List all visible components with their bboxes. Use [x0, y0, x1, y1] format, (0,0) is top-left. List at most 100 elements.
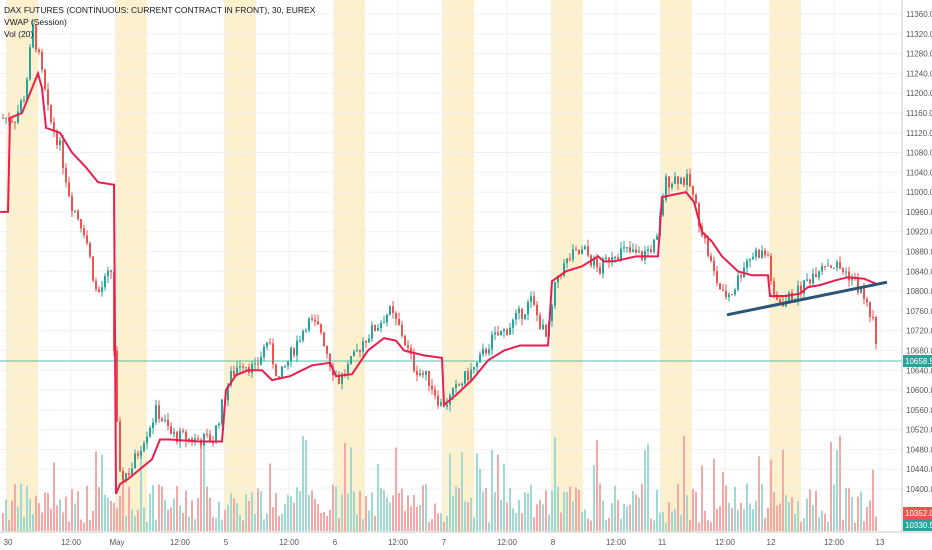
price-tick-label: 10920.0 — [906, 228, 932, 237]
volume-bar — [593, 464, 595, 531]
volume-bar — [38, 503, 40, 531]
candle-body — [326, 346, 328, 354]
candle-body — [656, 236, 658, 240]
time-tick-label: 12:00 — [388, 538, 409, 547]
candle-body — [530, 296, 532, 302]
volume-bar — [626, 506, 628, 531]
volume-bar — [359, 490, 361, 531]
session-band-3 — [333, 0, 365, 532]
candle-body — [830, 265, 832, 268]
volume-bar — [818, 517, 820, 531]
volume-bar — [401, 488, 403, 531]
candle-body — [755, 249, 757, 257]
candle-body — [788, 292, 790, 302]
volume-bar — [416, 506, 418, 531]
candle-body — [50, 104, 52, 123]
volume-bar — [644, 450, 646, 531]
volume-bar — [179, 505, 181, 531]
volume-bar — [77, 491, 79, 531]
candle-body — [107, 270, 109, 277]
candle-body — [404, 335, 406, 346]
candle-body — [47, 89, 49, 105]
volume-bar — [479, 468, 481, 531]
candle-body — [200, 439, 202, 446]
time-tick-label: 7 — [442, 538, 447, 547]
price-tick-label: 10880.0 — [906, 248, 932, 257]
volume-bar — [500, 499, 502, 531]
candle-body — [587, 246, 589, 256]
volume-bar — [254, 513, 256, 531]
volume-bar — [761, 483, 763, 531]
chart-legend: DAX FUTURES (CONTINUOUS: CURRENT CONTRAC… — [4, 4, 315, 40]
volume-bar — [680, 514, 682, 531]
volume-bar — [653, 520, 655, 531]
candle-body — [338, 374, 340, 384]
volume-bar — [551, 490, 553, 531]
volume-bar — [584, 509, 586, 531]
volume-bar — [731, 508, 733, 531]
volume-bar — [395, 447, 397, 531]
volume-bar — [737, 509, 739, 531]
volume-bar — [566, 491, 568, 531]
volume-bar — [362, 519, 364, 531]
candle-body — [488, 349, 490, 354]
volume-bar — [563, 492, 565, 531]
volume-bar — [506, 502, 508, 531]
candle-body — [617, 256, 619, 259]
volume-bar — [8, 519, 10, 531]
volume-bar — [215, 518, 217, 531]
candle-body — [383, 322, 385, 324]
volume-bar — [29, 498, 31, 531]
trendline[interactable] — [726, 280, 888, 317]
volume-bar — [788, 501, 790, 531]
candle-body — [686, 174, 688, 185]
volume-bar — [596, 439, 598, 531]
candle-body — [689, 174, 691, 187]
volume-bar — [224, 509, 226, 531]
volume-bar — [47, 493, 49, 531]
volume-bar — [845, 488, 847, 531]
volume-bar — [710, 522, 712, 531]
volume-bar — [341, 494, 343, 531]
volume-bar — [392, 495, 394, 531]
volume-bar — [62, 512, 64, 531]
volume-bar — [833, 484, 835, 531]
volume-bar — [449, 453, 451, 531]
candle-body — [482, 349, 484, 355]
price-tick-label: 11080.0 — [906, 149, 932, 158]
candle-body — [506, 329, 508, 335]
candle-body — [869, 302, 871, 318]
volume-bar — [119, 495, 121, 531]
price-tick-label: 10720.0 — [906, 327, 932, 336]
candle-body — [164, 419, 166, 421]
volume-bar — [83, 522, 85, 531]
candle-body — [866, 299, 868, 303]
volume-bar — [869, 500, 871, 531]
time-axis[interactable]: 30 12:00 May 12:00 5 12:00 6 12:00 7 12:00 8 12:00 1… — [4, 538, 885, 547]
session-band-7 — [769, 0, 801, 532]
candle-body — [59, 140, 61, 146]
volume-bar — [383, 489, 385, 531]
candle-body — [803, 280, 805, 294]
candle-body — [722, 289, 724, 291]
candle-body — [707, 238, 709, 256]
volume-bar — [857, 496, 859, 531]
volume-bar — [554, 437, 556, 531]
volume-bar — [773, 492, 775, 531]
volume-bar — [389, 502, 391, 531]
volume-bar — [701, 465, 703, 531]
candle-body — [434, 389, 436, 396]
volume-bar — [782, 449, 784, 531]
candle-body — [89, 243, 91, 257]
volume-bar — [140, 450, 142, 531]
volume-bar — [476, 453, 478, 531]
candle-body — [2, 117, 4, 119]
candle-body — [116, 350, 118, 422]
price-axis[interactable]: 11360.0 11320.0 11280.0 11240.0 11200.0 11160… — [906, 10, 932, 494]
candle-body — [263, 346, 265, 358]
volume-bar — [725, 485, 727, 531]
volume-bar — [671, 511, 673, 531]
candle-body — [692, 186, 694, 195]
volume-bar — [716, 509, 718, 531]
